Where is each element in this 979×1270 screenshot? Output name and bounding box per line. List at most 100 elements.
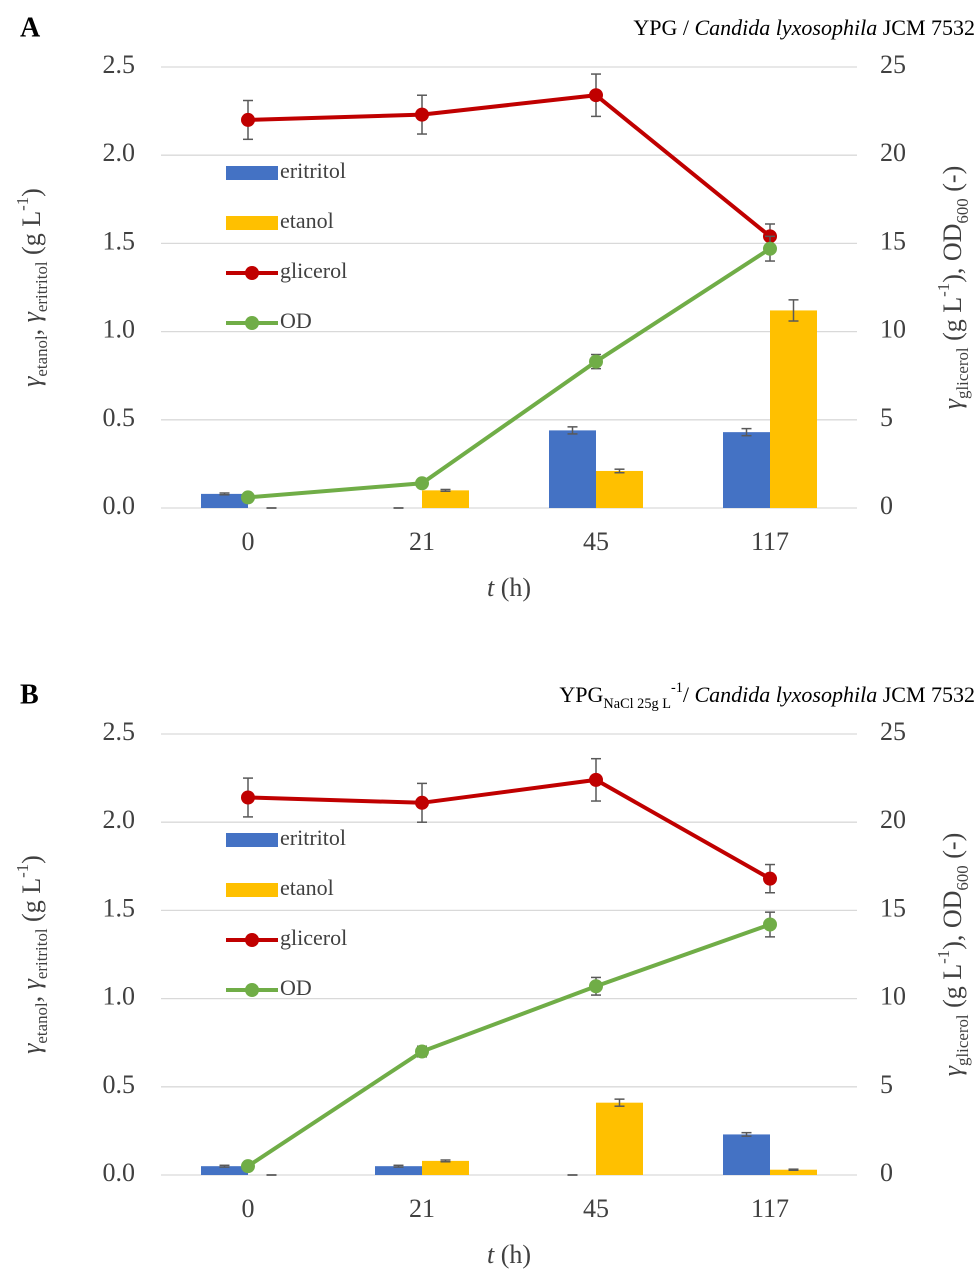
text-part: -1 — [934, 950, 953, 964]
line — [247, 247, 772, 500]
error-bar — [741, 1131, 752, 1137]
y2-tick-label: 15 — [880, 226, 906, 255]
marker — [589, 979, 603, 994]
legend-label: etanol — [280, 208, 334, 233]
legend-label: etanol — [280, 875, 334, 900]
text-part: Candida lyxosophila — [694, 682, 877, 707]
marker — [241, 112, 255, 127]
y-tick-label: 1.0 — [103, 315, 136, 344]
text-part: (h) — [494, 573, 531, 602]
marker — [763, 241, 777, 256]
text-part: 600 — [953, 865, 972, 890]
rich-text: YPGNaCl 25g L-1/ Candida lyxosophila JCM… — [559, 680, 975, 712]
line — [247, 93, 772, 238]
marker — [589, 354, 603, 369]
marker — [589, 88, 603, 103]
text-part: / — [683, 682, 695, 707]
text-part: , — [17, 989, 46, 1002]
legend-label: OD — [280, 975, 312, 1000]
rich-text: γetanol, γeritritol (g L-1) — [13, 855, 51, 1054]
text-part: ), OD — [938, 224, 967, 283]
x-tick-label: 117 — [751, 1194, 789, 1223]
text-part: γ — [938, 1065, 967, 1076]
text-part: t — [487, 573, 495, 602]
text-part: etanol — [32, 335, 51, 377]
text-part: (h) — [494, 1240, 531, 1269]
line — [246, 922, 771, 1168]
text-part: ) — [17, 855, 46, 864]
text-part: , — [17, 322, 46, 335]
marker — [589, 772, 603, 787]
text-part: ), OD — [938, 891, 967, 950]
text-part: NaCl 25g L — [603, 696, 671, 712]
text-part: eritritol — [32, 928, 51, 979]
x-tick-label: 45 — [583, 1194, 609, 1223]
rich-text: t (h) — [487, 573, 531, 602]
marker — [763, 871, 777, 886]
error-bar — [788, 1168, 799, 1171]
y2-tick-label: 0 — [880, 491, 893, 520]
y-tick-label: 1.5 — [103, 893, 136, 922]
legend-marker — [245, 983, 259, 997]
error-bar — [393, 1164, 404, 1168]
text-part: YPG — [559, 682, 603, 707]
text-part: JCM 7532 — [877, 15, 975, 40]
rich-text: t (h) — [487, 1240, 531, 1269]
y-tick-label: 2.5 — [103, 50, 136, 79]
legend-swatch — [226, 166, 278, 180]
legend-marker — [245, 933, 259, 947]
error-bar — [567, 426, 578, 435]
bar — [596, 1102, 643, 1175]
text-part: (-) — [938, 833, 967, 865]
text-part: eritritol — [32, 261, 51, 312]
marker — [241, 1159, 255, 1174]
y2-tick-label: 0 — [880, 1158, 893, 1187]
y-tick-label: 0.0 — [103, 1158, 136, 1187]
error-bar — [788, 299, 799, 322]
legend-label: eritritol — [280, 158, 346, 183]
y2-tick-label: 25 — [880, 717, 906, 746]
text-part: γ — [17, 1043, 46, 1054]
text-part: glicerol — [953, 347, 972, 399]
y-tick-label: 0.0 — [103, 491, 136, 520]
text-part: ) — [17, 188, 46, 197]
y2-tick-label: 15 — [880, 893, 906, 922]
x-tick-label: 21 — [409, 1194, 435, 1223]
y2-tick-label: 20 — [880, 138, 906, 167]
text-part: -1 — [13, 197, 32, 211]
bar — [375, 1166, 422, 1175]
x-tick-label: 117 — [751, 527, 789, 556]
legend-label: glicerol — [280, 258, 347, 283]
bar — [723, 1134, 770, 1175]
rich-text: γetanol, γeritritol (g L-1) — [13, 188, 51, 387]
y-tick-label: 1.0 — [103, 982, 136, 1011]
y-tick-label: 2.0 — [103, 805, 136, 834]
error-bar — [614, 468, 625, 474]
text-part: etanol — [32, 1002, 51, 1044]
bar — [201, 1166, 248, 1175]
error-bar — [440, 488, 451, 492]
marker — [241, 490, 255, 505]
rich-text: γglicerol (g L-1), OD600 (-) — [934, 166, 972, 410]
x-tick-label: 0 — [242, 527, 255, 556]
text-part: γ — [17, 376, 46, 387]
panel-label: A — [20, 12, 41, 43]
error-bar — [219, 492, 230, 496]
bar — [770, 1169, 817, 1175]
text-part: (-) — [938, 166, 967, 198]
legend-label: eritritol — [280, 825, 346, 850]
marker — [763, 917, 777, 932]
y-tick-label: 1.5 — [103, 226, 136, 255]
text-part: -1 — [13, 864, 32, 878]
legend-swatch — [226, 216, 278, 230]
bar — [723, 432, 770, 508]
text-part: (g L — [938, 297, 967, 348]
text-part: γ — [938, 398, 967, 409]
y-tick-label: 0.5 — [103, 1070, 136, 1099]
text-part: γ — [17, 978, 46, 989]
rich-text: YPG / Candida lyxosophila JCM 7532 — [633, 15, 975, 40]
text-part: -1 — [671, 680, 683, 696]
text-part: t — [487, 1240, 495, 1269]
text-part: -1 — [934, 283, 953, 297]
bar — [549, 430, 596, 508]
